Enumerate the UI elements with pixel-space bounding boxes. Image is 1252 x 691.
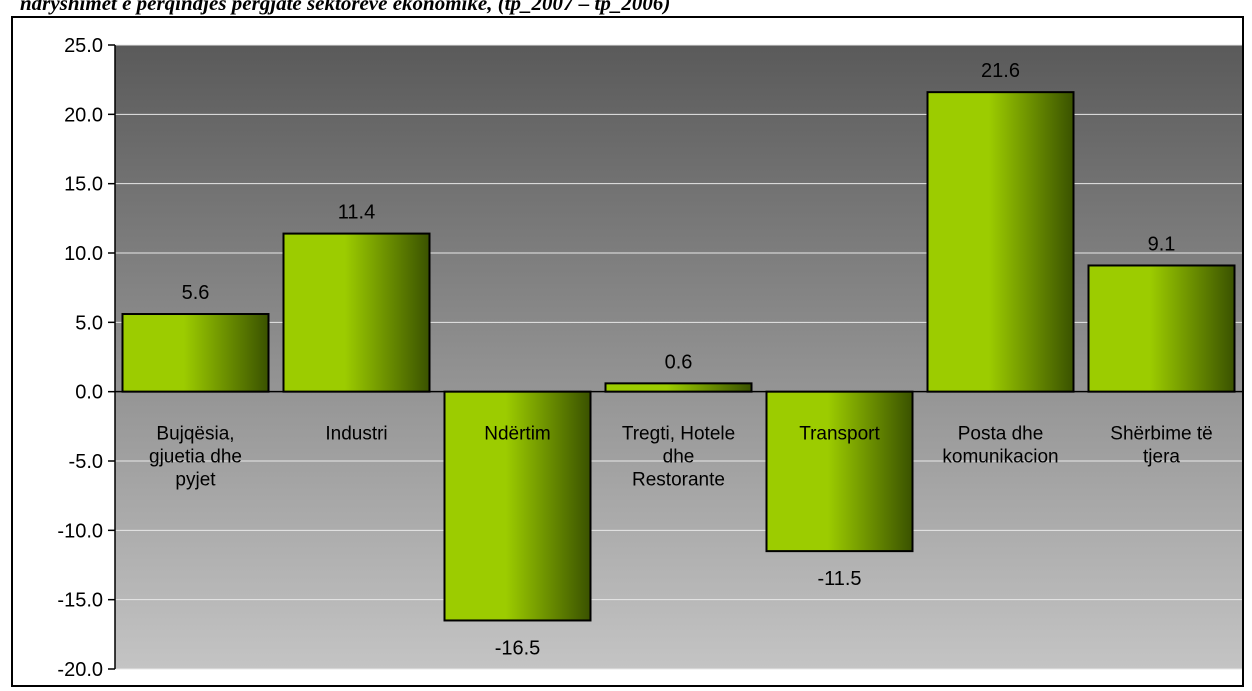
y-tick-label: 10.0 (64, 243, 103, 265)
category-label: Posta dhe komunikacion (942, 424, 1058, 468)
data-label: -16.5 (495, 637, 541, 659)
y-tick-label: -20.0 (57, 659, 103, 681)
data-label: 21.6 (981, 60, 1020, 82)
data-label: -11.5 (817, 568, 861, 590)
y-tick-label: 20.0 (64, 104, 103, 126)
bar (1087, 264, 1236, 393)
category-label: Industri (325, 424, 387, 445)
data-label: 9.1 (1148, 233, 1176, 255)
data-labels: 5.6 Bujqësia, gjuetia dhe pyjet 11.4 Industri… (149, 60, 1213, 659)
y-tick-label: -10.0 (57, 520, 103, 542)
bar (604, 382, 753, 393)
y-tick-label: 25.0 (64, 35, 103, 57)
category-label: Transport (799, 424, 880, 445)
bar (443, 390, 592, 622)
bar (282, 232, 431, 393)
chart-frame: 5.6 Bujqësia, gjuetia dhe pyjet 11.4 Industri… (11, 16, 1244, 687)
bar (765, 390, 914, 553)
data-label: 5.6 (182, 282, 210, 304)
y-tick-label: -15.0 (57, 590, 103, 612)
category-label: Shërbime të tjera (1110, 424, 1212, 468)
data-label: 0.6 (665, 351, 693, 373)
axes: 25.0 20.0 15.0 10.0 5.0 0.0 -5.0 -10.0 -15.0 -20.… (57, 35, 1242, 681)
bar (121, 313, 270, 393)
y-tick-label: 5.0 (75, 312, 103, 334)
category-label: Tregti, Hotele dhe Restorante (622, 424, 735, 491)
category-label: Ndërtim (484, 424, 551, 445)
bar (926, 91, 1075, 393)
category-label: Bujqësia, gjuetia dhe pyjet (149, 424, 242, 491)
chart-caption: ndryshimet e përqindjes përgjatë sektorë… (20, 0, 671, 15)
data-label: 11.4 (338, 202, 375, 224)
y-tick-label: -5.0 (69, 451, 103, 473)
y-tick-label: 0.0 (75, 382, 103, 404)
bars (121, 91, 1236, 622)
y-tick-label: 15.0 (64, 174, 103, 196)
bar-chart: 5.6 Bujqësia, gjuetia dhe pyjet 11.4 Industri… (57, 35, 1242, 681)
